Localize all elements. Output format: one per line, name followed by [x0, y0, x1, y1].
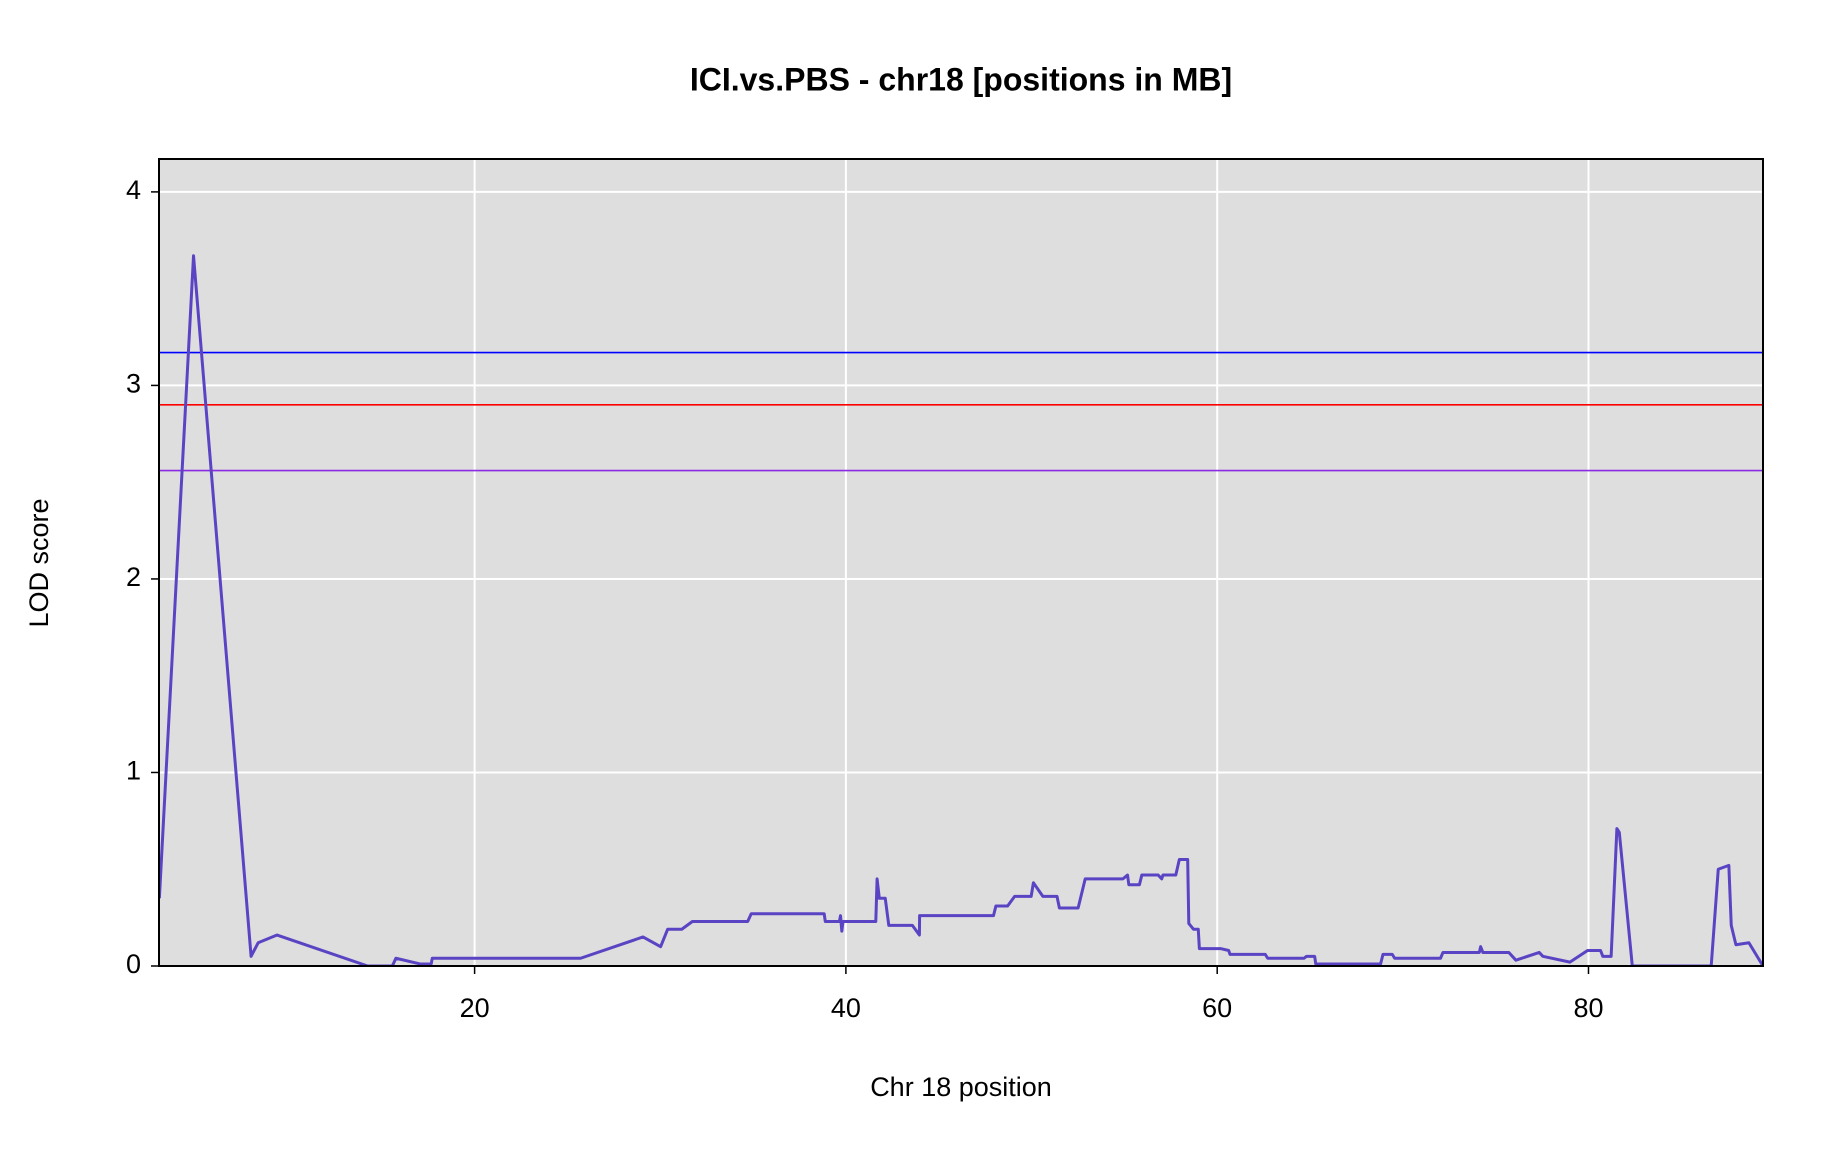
lod-line: [159, 254, 1763, 966]
x-tick-label: 60: [1202, 993, 1232, 1023]
y-tick-label: 4: [126, 175, 141, 205]
plot-background: [159, 159, 1763, 966]
y-axis-label: LOD score: [24, 498, 54, 627]
y-tick-label: 3: [126, 369, 141, 399]
y-tick-label: 0: [126, 949, 141, 979]
y-tick-label: 2: [126, 562, 141, 592]
chart-title: ICI.vs.PBS - chr18 [positions in MB]: [690, 61, 1232, 97]
x-tick-label: 80: [1573, 993, 1603, 1023]
x-axis-label: Chr 18 position: [870, 1072, 1052, 1102]
plot-frame: [158, 158, 1764, 967]
x-tick-label: 40: [831, 993, 861, 1023]
y-tick-label: 1: [126, 756, 141, 786]
x-tick-label: 20: [460, 993, 490, 1023]
